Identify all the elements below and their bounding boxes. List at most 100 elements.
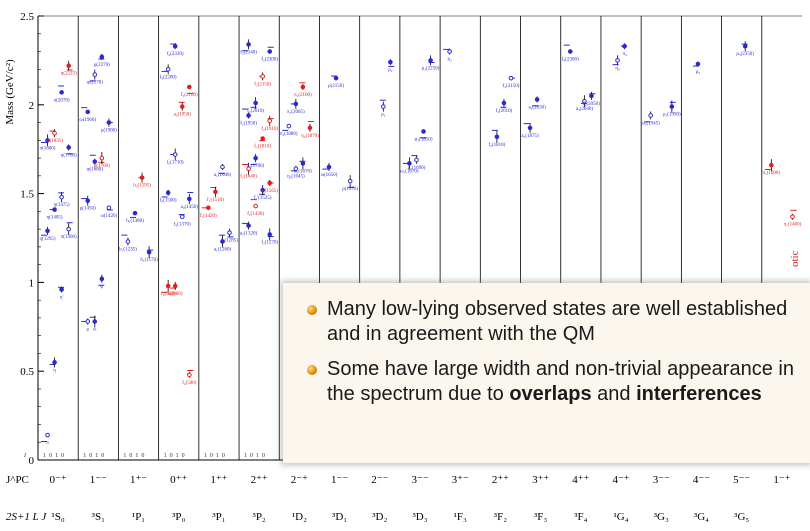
state-marker [253,155,258,161]
state-label: η(1475) [54,203,70,208]
state-label: f₂(2010) [496,109,513,114]
y-tick-label: 1 [29,277,35,289]
state-label: b₁(1235) [119,248,137,253]
state-marker [45,432,50,438]
state-label: ρ₃(1690) [408,166,426,171]
state-marker [52,130,57,136]
state-label: π₂(2100) [294,93,312,98]
state-label: f₂(1640) [240,175,257,180]
state-marker [567,49,573,54]
state-marker [246,223,251,228]
state-marker [260,74,265,79]
jpc-label: 3⁺⁺ [532,474,549,486]
state-label: h₁(1595) [133,184,151,189]
state-marker [99,155,105,161]
state-marker [179,104,185,109]
jpc-label: 3⁻⁻ [411,474,428,486]
state-marker [790,214,795,219]
state-label: f₁(1285) [221,239,238,244]
state-label: π₂(1880) [280,132,298,137]
state-marker [293,101,299,107]
state-label: f₁(1420) [200,214,217,219]
isospin-value: 0 [141,453,144,459]
state-marker [246,42,251,47]
state-marker [45,138,50,143]
state-label: ρ(2270) [94,63,110,68]
state-marker [125,239,131,244]
jpc-label: 3⁺⁻ [452,474,469,486]
state-label: η₂(1645) [287,175,305,180]
state-marker [286,123,292,129]
state-marker [172,152,178,157]
state-marker [172,283,178,289]
state-label: a₄(2040) [576,107,594,112]
state-marker [246,166,251,172]
spectroscopic-label: ³D₃ [412,511,427,523]
spectroscopic-label: ³P₀ [172,511,185,523]
state-marker [648,113,653,118]
state-marker [220,164,225,170]
state-label: f₀(2330) [167,52,184,57]
spectroscopic-label: ³D₁ [332,511,347,523]
jpc-label: 1⁺⁻ [130,474,147,486]
jpc-label: 2⁺⁺ [492,474,509,486]
rotated-label: otic [789,250,801,268]
isospin-value: 0 [89,453,92,459]
isospin-value: 0 [49,453,52,459]
state-marker [165,283,171,289]
state-marker [307,125,313,131]
jpc-label: 5⁻⁻ [733,474,750,486]
isospin-value: 1 [176,453,179,459]
state-label: ρ₃(1990) [663,113,681,118]
jpc-label: 1⁺⁺ [210,474,227,486]
isospin-value: 1 [244,453,247,459]
isospin-value: 1 [204,453,207,459]
spectroscopic-label: ³G₄ [694,511,709,523]
state-marker [333,75,339,81]
state-marker [407,161,412,166]
isospin-value: 0 [101,453,104,459]
state-label: f₂(2150) [503,84,520,89]
state-marker [187,372,192,378]
bullet-1-text: Many low-lying observed states are well … [327,298,788,345]
state-marker [615,58,620,63]
y-tick-label: 2.5 [20,11,34,23]
state-marker [421,129,426,134]
state-label: h₁(1380) [126,219,144,224]
isospin-value: 0 [250,453,253,459]
state-label: f₄(2300) [562,58,579,63]
jpc-label: 0⁺⁺ [170,474,187,486]
jpc-label: 2⁻⁻ [371,474,388,486]
y-tick-label: 2 [29,100,35,112]
state-label: φ(2170) [87,81,104,86]
state-marker [92,72,98,77]
isospin-value: 0 [182,453,185,459]
jpc-label: 0⁻⁺ [50,474,67,486]
state-label: π₂(1670) [294,169,312,174]
isospin-value: 0 [262,453,265,459]
state-label: ρ₂ [388,68,392,73]
column-separators [77,16,763,460]
state-marker [769,162,774,168]
state-label: f₂(1950) [240,121,257,126]
state-label: π(1300) [61,235,77,240]
quantum-number-labels: J^PC 2S+1 L J 0⁻⁺ ¹S₀ 1⁻⁻ ³S₁ 1⁺⁻ ¹P₁ 0⁺⁺ ³P₀ 1⁺⁺ ³… [6,474,791,523]
state-label: π₁(1400) [784,223,802,228]
isospin-label: I [23,453,27,459]
state-label: f₄(2050) [583,102,600,107]
isospin-value: 1 [55,453,58,459]
bullet-2-bold-interferences: interferences [636,383,762,405]
state-label: f₀(2200) [160,75,177,80]
state-marker [253,100,258,106]
state-marker [246,113,251,118]
isospin-value: 1 [83,453,86,459]
spec-row-label: 2S+1 L J [6,511,47,523]
state-marker [52,207,57,212]
state-label: f₁(1510) [207,198,224,203]
state-marker [92,159,98,164]
jpc-row-label: J^PC [6,474,29,486]
state-label: ρ(2150) [328,84,344,89]
bullet-2-text: Some have large width and non-trivial ap… [327,358,794,405]
state-label: f₀(1370) [174,223,191,228]
